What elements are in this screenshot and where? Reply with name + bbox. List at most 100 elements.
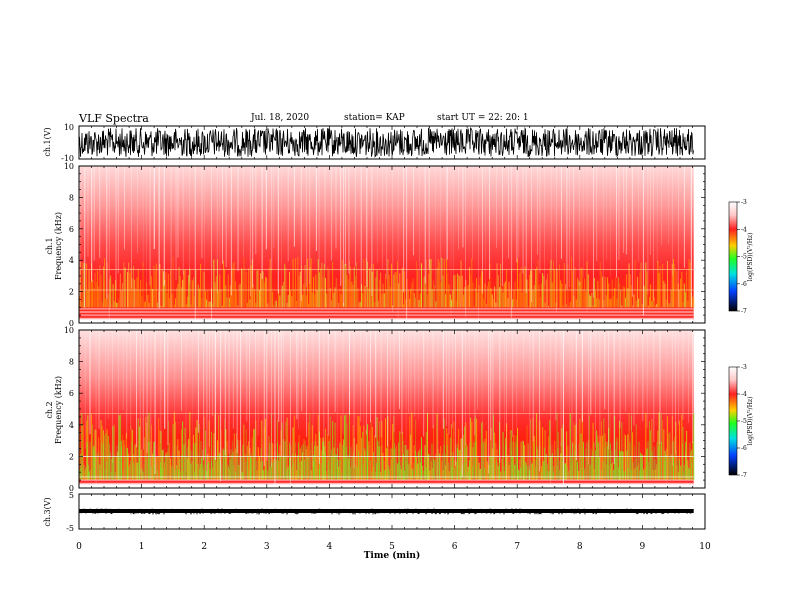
spectro-green (404, 445, 406, 479)
spectro-green (565, 463, 566, 479)
spectro-activity (470, 417, 472, 481)
colorbar-ch2: -3-4-5-6-7 log(PSD)(V²/Hz) (728, 364, 754, 479)
spectro-activity (506, 269, 508, 308)
spectro-green (253, 466, 254, 479)
spectro-green (350, 447, 352, 479)
spectro-green (557, 448, 559, 479)
spectro-activity (230, 459, 232, 481)
spectro-streak (485, 166, 486, 299)
panel-ch1-waveform: 10 -10 ch.1(V) (43, 123, 706, 163)
spectro-activity (583, 441, 584, 481)
spectro-streak (271, 166, 273, 270)
spectro-streak (618, 166, 620, 260)
spectro-activity (530, 419, 532, 481)
spectro-activity (442, 275, 444, 308)
spectro-activity (435, 301, 437, 308)
spectro-activity (139, 426, 140, 481)
spectro-activity (596, 298, 598, 308)
spectro-activity (668, 303, 670, 308)
spectro-streak (98, 330, 100, 429)
spectro-activity (189, 268, 191, 308)
spectro-activity (356, 262, 358, 308)
spectro-green (511, 449, 512, 479)
spectro-green (329, 470, 331, 479)
spectro-green (458, 450, 460, 479)
spectro-streak (201, 166, 203, 259)
spectro-streak (472, 166, 473, 259)
spectro-activity (209, 469, 211, 481)
spectro-activity (459, 276, 461, 308)
spectro-activity (664, 450, 666, 481)
spectro-green (577, 458, 578, 479)
spectro-activity (679, 289, 680, 308)
spectro-activity (251, 436, 253, 481)
spectro-activity (533, 285, 535, 308)
spectro-green (154, 441, 155, 479)
spectro-activity (485, 304, 487, 308)
spectro-green (379, 446, 380, 479)
spectro-activity (472, 282, 474, 308)
spectro-activity (205, 290, 206, 308)
spectro-activity (681, 414, 683, 481)
spectro-green (452, 452, 454, 479)
spectro-green (478, 465, 479, 479)
spectro-green (599, 441, 601, 479)
spectro-activity (262, 470, 264, 481)
spectro-streak (237, 166, 239, 272)
spectro-activity (171, 294, 173, 308)
spectro-activity (349, 260, 350, 308)
spectro-green (515, 442, 517, 479)
spectro-activity (512, 299, 514, 308)
spectro-activity (314, 294, 316, 308)
spectro-activity (93, 288, 95, 308)
spectro-activity (629, 274, 631, 308)
spectro-activity (355, 457, 356, 481)
spectro-activity (304, 265, 306, 308)
spectro-green (125, 448, 127, 479)
spectro-activity (257, 268, 259, 308)
spectro-streak (504, 330, 505, 432)
spectro-activity (322, 437, 324, 481)
spectro-activity (339, 288, 341, 308)
spectro-green (149, 441, 151, 479)
spectro-activity (539, 420, 541, 481)
spectro-streak (452, 330, 453, 428)
spectro-activity (291, 296, 293, 308)
spectro-activity (266, 277, 268, 308)
spectro-green (89, 441, 91, 479)
spectro-activity (184, 427, 186, 481)
spectro-activity (644, 286, 646, 308)
spectro-activity (520, 441, 522, 481)
spectro-activity (251, 259, 253, 308)
spectro-activity (369, 268, 371, 308)
spectro-activity (110, 275, 112, 308)
spectro-activity (457, 273, 458, 308)
spectro-activity (691, 449, 692, 481)
spectro-activity (610, 463, 612, 481)
spectro-activity (188, 275, 190, 308)
spectro-activity (103, 430, 104, 481)
spectro-activity (560, 453, 562, 481)
spectro-green (491, 456, 493, 479)
spectro-activity (160, 431, 162, 481)
spectro-green (487, 470, 488, 479)
spectro-activity (427, 412, 428, 481)
spectro-green (151, 466, 152, 479)
spectro-activity (667, 261, 668, 308)
spectro-activity (634, 259, 636, 308)
spectro-green (559, 460, 560, 479)
spectro-activity (571, 257, 572, 308)
spectro-green (523, 464, 524, 479)
spectro-activity (279, 295, 281, 308)
spectro-activity (320, 268, 322, 308)
spectro-green (101, 442, 103, 479)
spectro-activity (93, 445, 95, 481)
spectro-activity (291, 467, 293, 481)
spectro-activity (436, 413, 438, 481)
spectro-activity (544, 430, 546, 481)
spectro-activity (423, 277, 425, 308)
spectro-activity (332, 421, 334, 481)
spectro-streak (455, 330, 456, 466)
spectro-activity (631, 415, 632, 481)
